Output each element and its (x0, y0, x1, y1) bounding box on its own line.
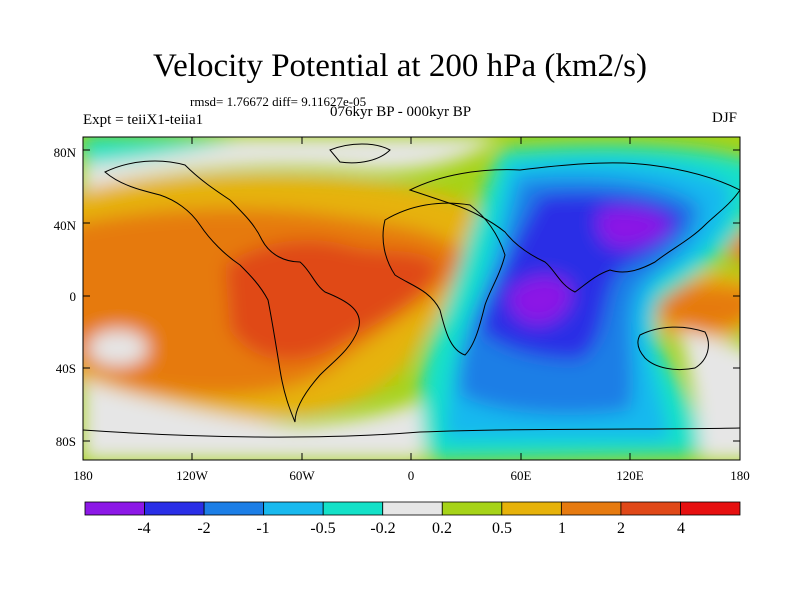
colorbar-label: 2 (617, 520, 625, 537)
colorbar-label: -0.2 (370, 520, 395, 537)
x-axis-labels: 180 120W 60W 0 60E 120E 180 (73, 468, 750, 483)
y-tick-label: 40N (54, 218, 77, 233)
period-text: 076kyr BP - 000kyr BP (330, 104, 472, 120)
x-tick-label: 120W (176, 468, 209, 483)
colorbar-box (441, 501, 503, 516)
x-tick-label: 180 (730, 468, 750, 483)
y-tick-label: 40S (56, 361, 76, 376)
colorbar-label: -1 (256, 520, 269, 537)
colorbar-box (203, 501, 265, 516)
stats-text: rmsd= 1.76672 diff= 9.11627e-05 (190, 94, 367, 109)
x-tick-label: 0 (408, 468, 415, 483)
colorbar-label: -0.5 (310, 520, 335, 537)
y-tick-label: 80S (56, 434, 76, 449)
x-tick-label: 120E (616, 468, 644, 483)
colorbar-label: 0.2 (432, 520, 452, 537)
colorbar-box (620, 501, 681, 516)
colorbar-labels: -4 -2 -1 -0.5 -0.2 0.2 0.5 1 2 4 (137, 520, 685, 537)
x-tick-label: 60W (289, 468, 315, 483)
experiment-text: Expt = teiiX1-teiia1 (83, 112, 204, 128)
y-tick-label: 80N (54, 145, 77, 160)
x-tick-label: 60E (511, 468, 532, 483)
colorbar (84, 501, 741, 516)
colorbar-box (501, 501, 562, 516)
colorbar-box (680, 501, 741, 516)
y-axis-labels: 80N 40N 0 40S 80S (54, 145, 77, 449)
colorbar-box (84, 501, 145, 516)
colorbar-box (560, 501, 622, 516)
colorbar-label: 1 (558, 520, 566, 537)
colorbar-label: -4 (137, 520, 150, 537)
colorbar-box (382, 501, 443, 516)
coastlines (83, 143, 740, 438)
colorbar-label: 4 (677, 520, 685, 537)
contour-field (83, 137, 740, 460)
colorbar-box (322, 501, 384, 516)
season-text: DJF (712, 110, 738, 126)
colorbar-label: 0.5 (492, 520, 512, 537)
colorbar-box (144, 501, 205, 516)
colorbar-box (263, 501, 324, 516)
x-tick-label: 180 (73, 468, 93, 483)
axis-ticks (82, 137, 741, 460)
map-title: Velocity Potential at 200 hPa (km2/s) (152, 48, 648, 84)
y-tick-label: 0 (70, 289, 77, 304)
colorbar-label: -2 (197, 520, 210, 537)
